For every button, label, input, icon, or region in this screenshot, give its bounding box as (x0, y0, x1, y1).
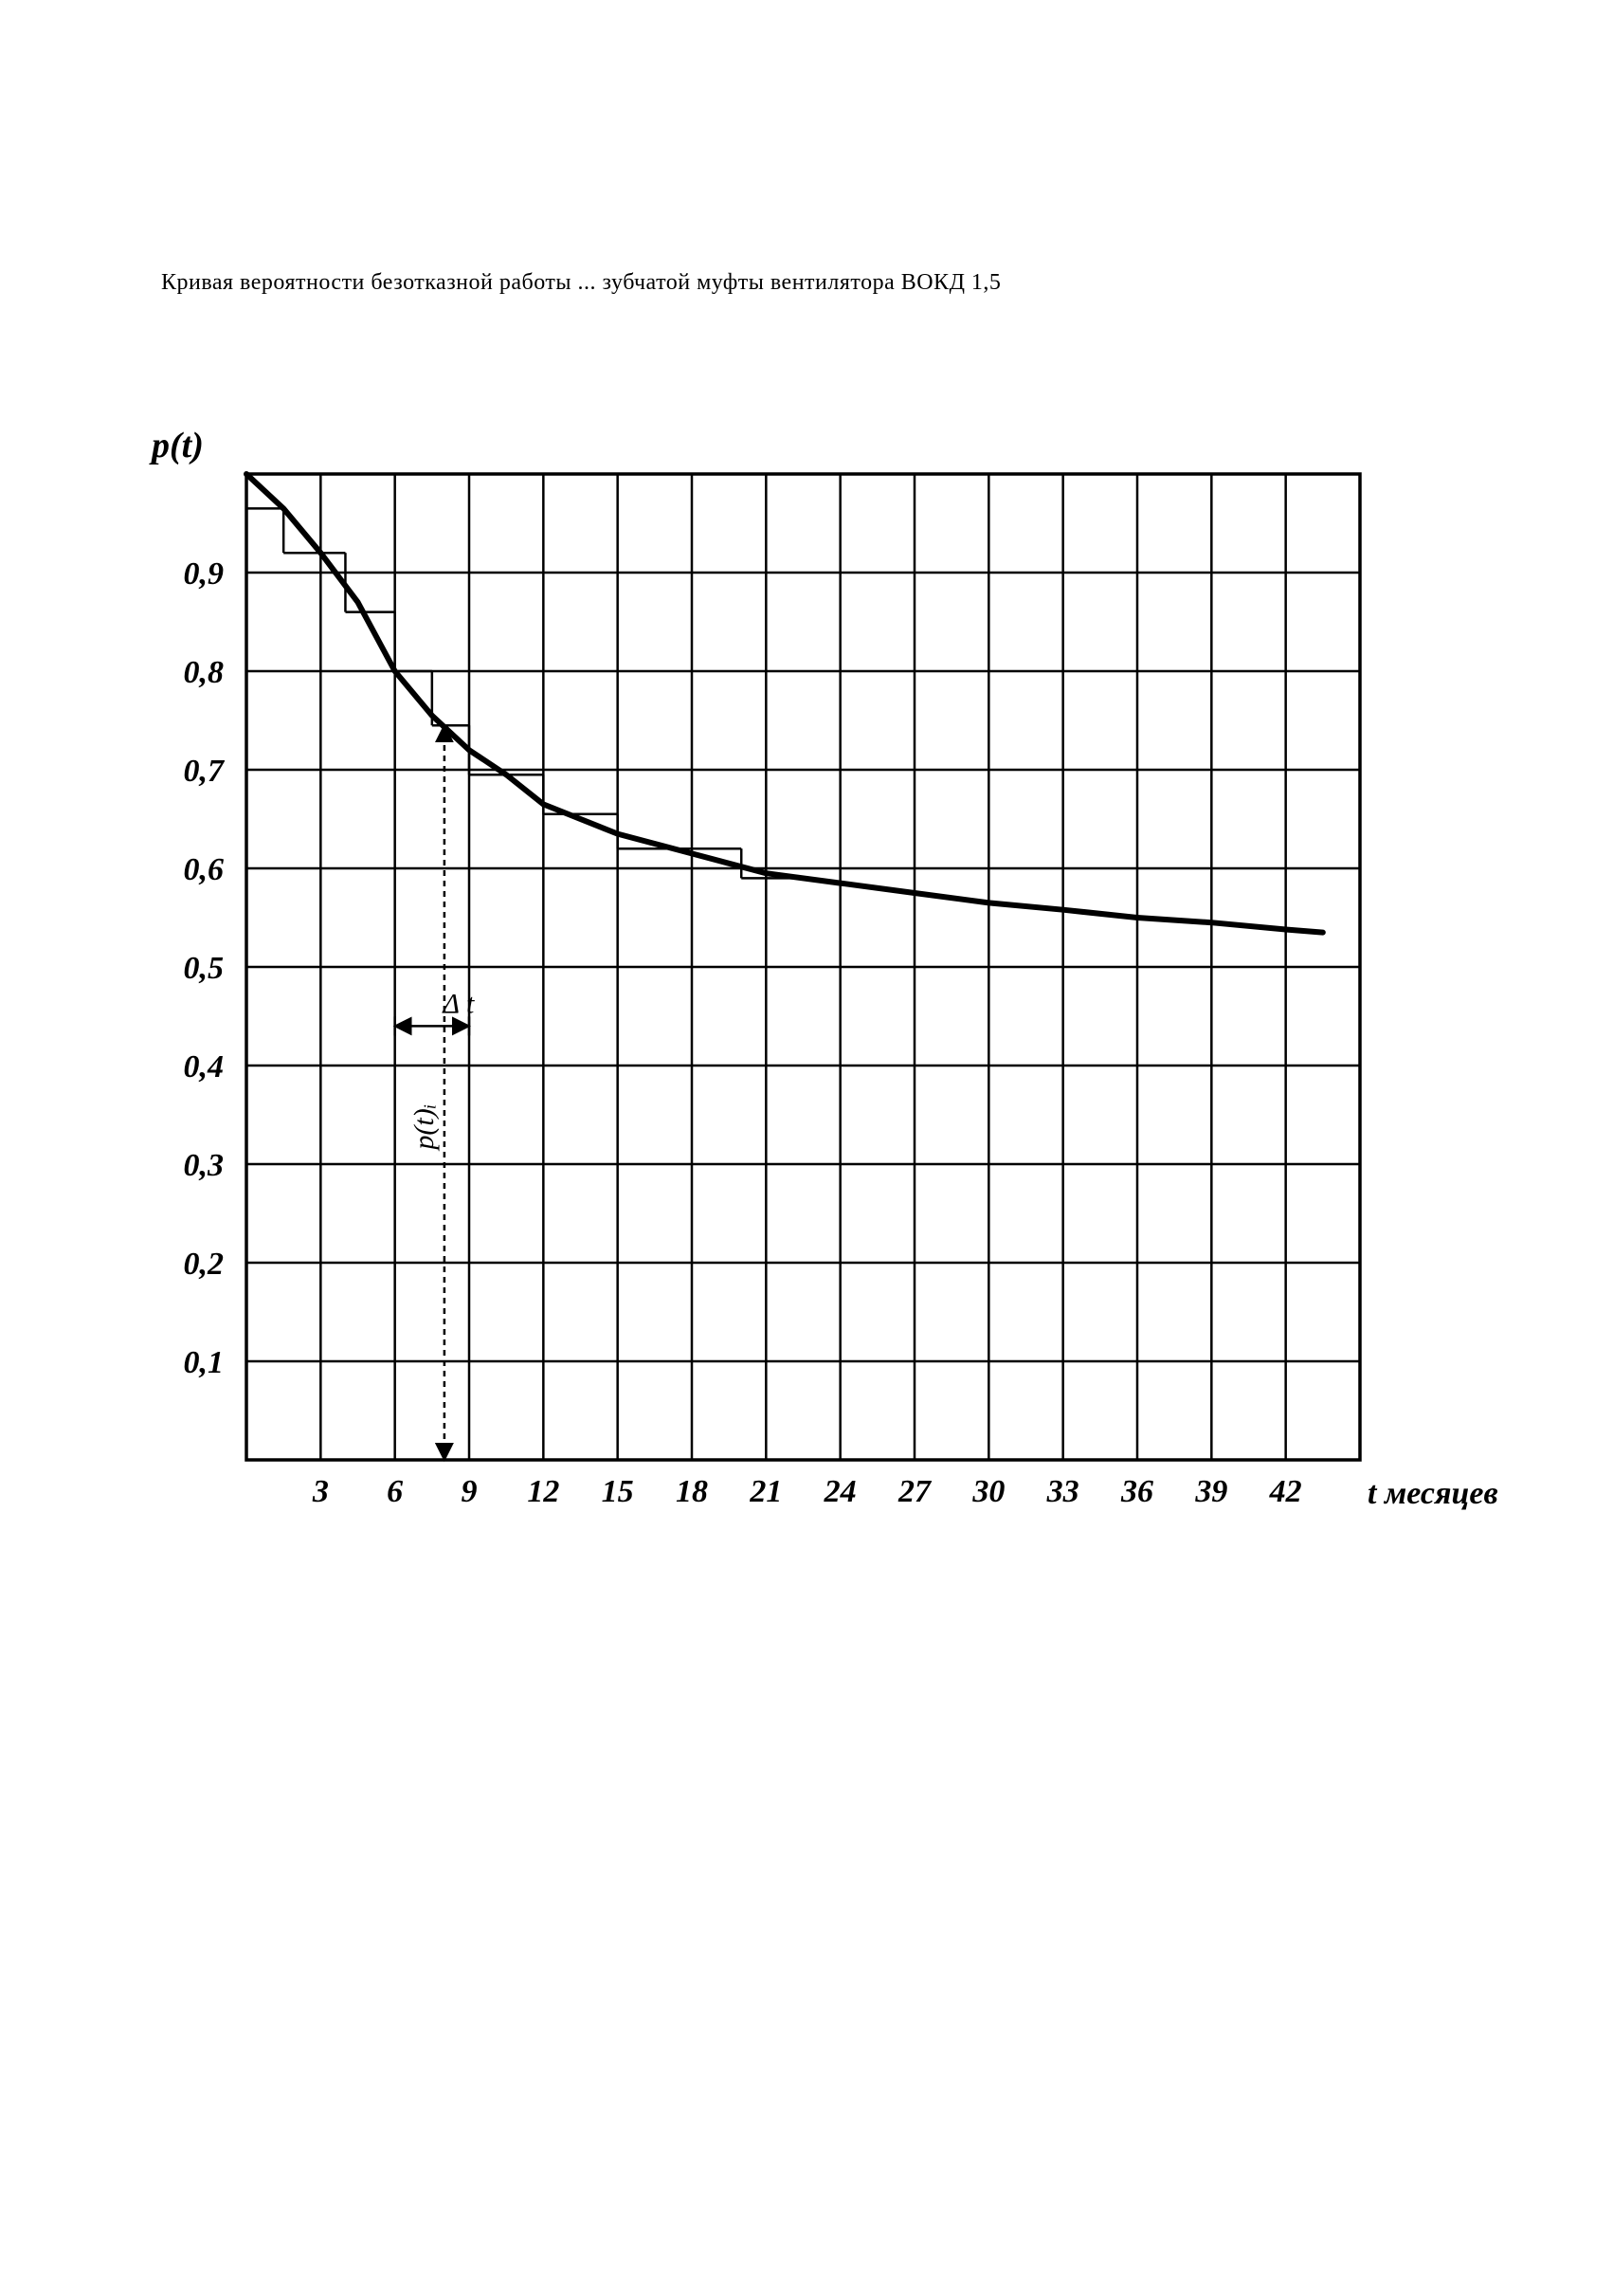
svg-text:36: 36 (1120, 1474, 1153, 1509)
x-tick-labels: 3691215182124273033363942 (312, 1474, 1302, 1509)
page-root: Кривая вероятности безотказной работы ..… (0, 0, 1613, 2296)
svg-text:18: 18 (676, 1474, 708, 1509)
svg-text:12: 12 (527, 1474, 559, 1509)
svg-text:9: 9 (462, 1474, 478, 1509)
svg-text:0,5: 0,5 (184, 951, 225, 986)
svg-text:27: 27 (897, 1474, 933, 1509)
svg-text:6: 6 (387, 1474, 403, 1509)
svg-text:t месяцев: t месяцев (1368, 1476, 1498, 1511)
svg-text:0,1: 0,1 (184, 1345, 225, 1380)
svg-text:0,8: 0,8 (184, 655, 225, 690)
svg-text:24: 24 (824, 1474, 857, 1509)
svg-text:p(t): p(t) (149, 426, 204, 465)
svg-text:33: 33 (1046, 1474, 1079, 1509)
svg-text:0,2: 0,2 (184, 1247, 225, 1282)
svg-text:21: 21 (749, 1474, 782, 1509)
svg-text:39: 39 (1194, 1474, 1227, 1509)
svg-text:15: 15 (602, 1474, 634, 1509)
svg-text:0,4: 0,4 (184, 1049, 225, 1084)
grid (246, 474, 1360, 1460)
svg-text:3: 3 (312, 1474, 329, 1509)
chart-svg: 0,10,20,30,40,50,60,70,80,93691215182124… (0, 0, 1613, 2296)
svg-text:0,3: 0,3 (184, 1148, 225, 1183)
svg-text:0,9: 0,9 (184, 556, 225, 592)
probability-chart: 0,10,20,30,40,50,60,70,80,93691215182124… (0, 0, 1613, 2296)
svg-text:30: 30 (971, 1474, 1005, 1509)
svg-text:Δ t: Δ t (442, 988, 475, 1019)
svg-text:42: 42 (1269, 1474, 1302, 1509)
svg-text:0,6: 0,6 (184, 852, 225, 887)
svg-text:0,7: 0,7 (184, 754, 227, 789)
svg-text:p(t)ᵢ: p(t)ᵢ (408, 1104, 440, 1152)
y-tick-labels: 0,1 0,2 0,3 0,4 0,5 0,6 0,7 0,8 0,9 (184, 556, 227, 1380)
